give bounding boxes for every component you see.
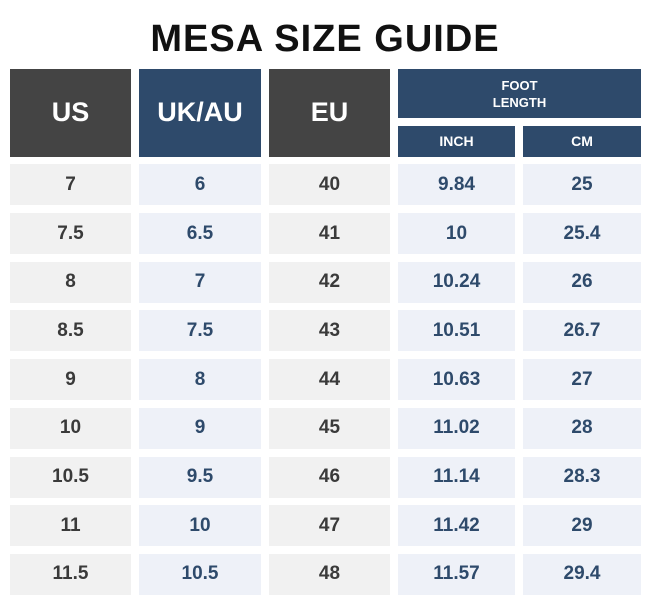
header-cm: CM <box>523 125 641 157</box>
header-us: US <box>10 69 131 157</box>
cell-eu: 46 <box>269 456 390 498</box>
cell-eu: 40 <box>269 164 390 206</box>
cell-us: 9 <box>10 359 131 401</box>
header-ukau: UK/AU <box>139 69 261 157</box>
cell-inch: 11.02 <box>398 407 515 449</box>
cell-eu: 44 <box>269 359 390 401</box>
cell-inch: 9.84 <box>398 164 515 206</box>
page-title: MESA SIZE GUIDE <box>150 18 500 60</box>
cell-eu: 47 <box>269 505 390 547</box>
cell-us: 10 <box>10 407 131 449</box>
header-foot-length: FOOT LENGTH <box>398 69 641 118</box>
cell-cm: 27 <box>523 359 641 401</box>
cell-ukau: 9 <box>139 407 261 449</box>
cell-ukau: 10 <box>139 505 261 547</box>
header-eu: EU <box>269 69 390 157</box>
cell-us: 10.5 <box>10 456 131 498</box>
cell-cm: 29 <box>523 505 641 547</box>
cell-us: 8.5 <box>10 310 131 352</box>
size-table: US UK/AU EU FOOT LENGTH INCH CM 7 6 40 9.84… <box>10 69 641 595</box>
cell-eu: 42 <box>269 261 390 303</box>
cell-cm: 25 <box>523 164 641 206</box>
cell-inch: 11.14 <box>398 456 515 498</box>
cell-ukau: 9.5 <box>139 456 261 498</box>
cell-us: 7.5 <box>10 213 131 255</box>
cell-us: 11.5 <box>10 553 131 595</box>
cell-eu: 45 <box>269 407 390 449</box>
header-inch: INCH <box>398 125 515 157</box>
cell-us: 8 <box>10 261 131 303</box>
cell-ukau: 8 <box>139 359 261 401</box>
cell-ukau: 6 <box>139 164 261 206</box>
cell-inch: 11.57 <box>398 553 515 595</box>
cell-inch: 10.63 <box>398 359 515 401</box>
cell-us: 7 <box>10 164 131 206</box>
cell-eu: 48 <box>269 553 390 595</box>
header-foot-line1: FOOT <box>501 77 538 93</box>
cell-ukau: 10.5 <box>139 553 261 595</box>
cell-ukau: 7 <box>139 261 261 303</box>
cell-ukau: 6.5 <box>139 213 261 255</box>
cell-cm: 26 <box>523 261 641 303</box>
cell-inch: 10 <box>398 213 515 255</box>
cell-cm: 28.3 <box>523 456 641 498</box>
cell-ukau: 7.5 <box>139 310 261 352</box>
cell-us: 11 <box>10 505 131 547</box>
cell-eu: 41 <box>269 213 390 255</box>
cell-eu: 43 <box>269 310 390 352</box>
cell-inch: 10.24 <box>398 261 515 303</box>
cell-inch: 11.42 <box>398 505 515 547</box>
cell-cm: 26.7 <box>523 310 641 352</box>
cell-cm: 25.4 <box>523 213 641 255</box>
cell-cm: 29.4 <box>523 553 641 595</box>
cell-cm: 28 <box>523 407 641 449</box>
cell-inch: 10.51 <box>398 310 515 352</box>
header-foot-line2: LENGTH <box>492 94 547 110</box>
